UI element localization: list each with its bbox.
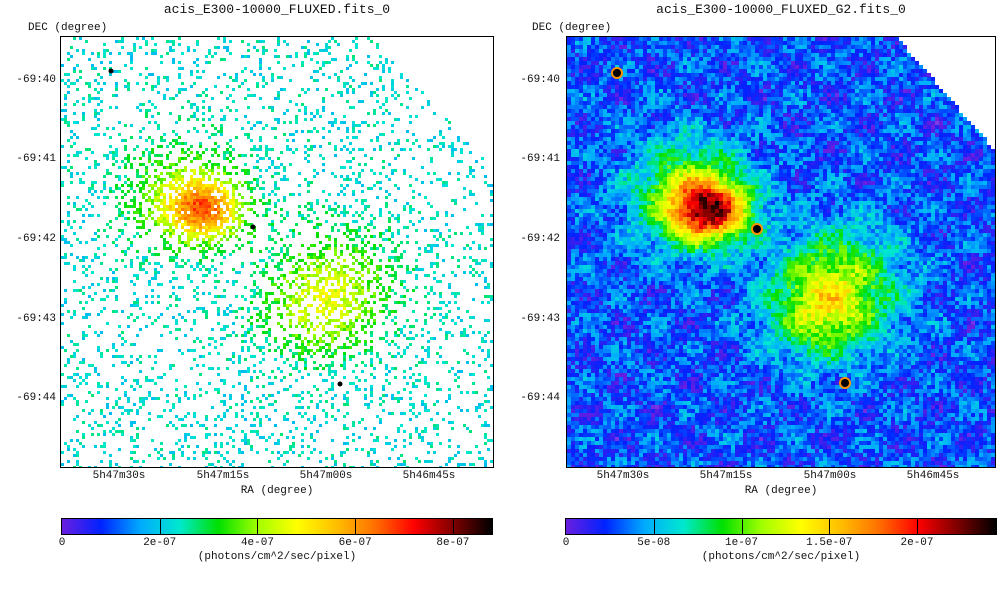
pixel-layer <box>567 37 995 467</box>
colorbar-tick-label: 1.5e-07 <box>806 537 853 549</box>
panel2-xtick: 5h46m45s <box>906 470 960 482</box>
panel1-xtick: 5h47m00s <box>299 470 353 482</box>
colorbar-tick <box>653 519 655 534</box>
colorbar-tick <box>452 519 454 534</box>
pixel-layer <box>61 37 493 467</box>
colorbar-tick <box>829 519 831 534</box>
panel1-colorbar <box>61 518 493 535</box>
colorbar-tick <box>159 519 161 534</box>
point-source <box>337 381 343 387</box>
panel2-ytick: -69:44 <box>520 392 560 404</box>
panel1-xtick: 5h46m45s <box>402 470 456 482</box>
panel2-ytick: -69:40 <box>520 74 560 86</box>
panel2-colorbar <box>565 518 997 535</box>
panel1-ytick: -69:40 <box>16 74 56 86</box>
panel2-title: acis_E300-10000_FLUXED_G2.fits_0 <box>656 2 906 17</box>
panel2-ytick: -69:41 <box>520 153 560 165</box>
panel2-xtick: 5h47m15s <box>699 470 753 482</box>
point-source <box>841 379 849 387</box>
colorbar-tick <box>741 519 743 534</box>
colorbar-tick <box>917 519 919 534</box>
panel2-ytick: -69:43 <box>520 313 560 325</box>
panel2-plot-area[interactable] <box>566 36 996 468</box>
point-source <box>250 224 256 230</box>
colorbar-tick-label: 2e-07 <box>143 537 177 549</box>
colorbar-tick-label: 8e-07 <box>436 537 470 549</box>
colorbar-tick-label: 1e-07 <box>724 537 759 549</box>
panel1-plot-area[interactable] <box>60 36 494 468</box>
panel1-xtick: 5h47m15s <box>196 470 250 482</box>
panel1-ytick: -69:42 <box>16 233 56 245</box>
panel1-ytick: -69:43 <box>16 313 56 325</box>
colorbar-tick <box>355 519 357 534</box>
colorbar-tick-label: 5e-08 <box>637 537 671 549</box>
panel1-xlabel: RA (degree) <box>240 485 314 497</box>
panel1-ylabel: DEC (degree) <box>28 22 108 34</box>
colorbar-tick-label: 0 <box>562 537 570 549</box>
panel2-ylabel: DEC (degree) <box>532 22 612 34</box>
panel1-colorbar-unit: (photons/cm^2/sec/pixel) <box>197 551 357 563</box>
panel1-ytick: -69:41 <box>16 153 56 165</box>
point-source <box>613 69 621 77</box>
panel2-ytick: -69:42 <box>520 233 560 245</box>
panel2-xlabel: RA (degree) <box>744 485 818 497</box>
colorbar-tick-label: 0 <box>58 537 66 549</box>
colorbar-tick-label: 2e-07 <box>900 537 934 549</box>
panel2-xtick: 5h47m00s <box>803 470 857 482</box>
panel1-heatmap <box>61 37 493 467</box>
point-source <box>108 68 114 74</box>
panel2-colorbar-unit: (photons/cm^2/sec/pixel) <box>701 551 861 563</box>
colorbar-tick-label: 4e-07 <box>240 537 274 549</box>
panel1-title: acis_E300-10000_FLUXED.fits_0 <box>163 2 391 17</box>
colorbar-tick <box>257 519 259 534</box>
point-source <box>753 225 761 233</box>
panel1-xtick: 5h47m30s <box>92 470 146 482</box>
colorbar-tick-label: 6e-07 <box>338 537 372 549</box>
panel2-xtick: 5h47m30s <box>596 470 650 482</box>
panel1-ytick: -69:44 <box>16 392 56 404</box>
panel2-heatmap <box>567 37 995 467</box>
